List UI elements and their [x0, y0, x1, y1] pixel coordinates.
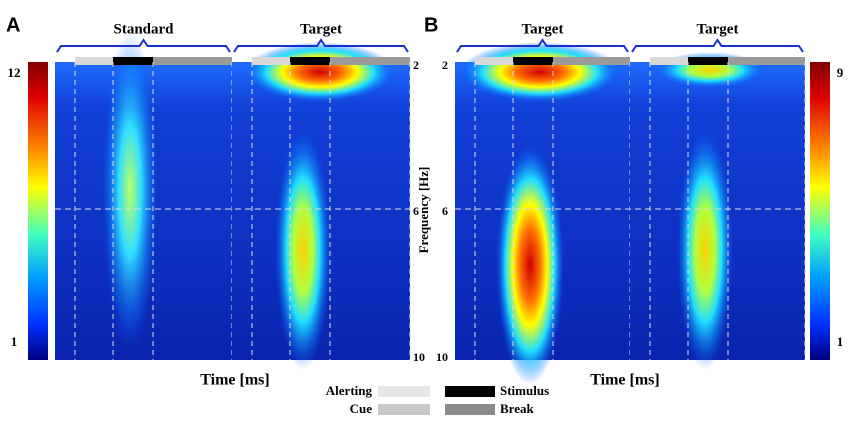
- subpanel-title: Target: [697, 21, 739, 37]
- legend-label: Cue: [350, 401, 373, 416]
- colorbar-label: 9: [837, 65, 844, 80]
- y-tick-label: 10: [436, 350, 448, 364]
- legend-label: Stimulus: [500, 383, 549, 398]
- alerting-bar: [252, 57, 290, 65]
- heatmap-blob: [460, 42, 620, 102]
- alerting-bar: [475, 57, 513, 65]
- panel-label: A: [6, 14, 20, 36]
- legend-swatch: [378, 386, 430, 397]
- colorbar: [810, 62, 830, 360]
- subpanel-title: Standard: [113, 21, 174, 37]
- stimulus-bar: [513, 57, 553, 65]
- brace: [56, 38, 231, 53]
- legend-label: Alerting: [326, 383, 373, 398]
- y-tick-label: 6: [413, 204, 419, 218]
- brace: [456, 38, 629, 53]
- heatmap-blob: [245, 42, 395, 102]
- heatmap-blob: [677, 130, 733, 370]
- y-tick-label: 10: [413, 350, 425, 364]
- break-bar: [728, 57, 805, 65]
- axis-label: Time [ms]: [590, 372, 659, 389]
- heatmap-blob: [102, 30, 158, 350]
- break-bar: [553, 57, 630, 65]
- legend-label: Break: [500, 401, 534, 416]
- panel-label: B: [424, 14, 438, 36]
- alerting-bar: [75, 57, 113, 65]
- stimulus-bar: [113, 57, 153, 65]
- stimulus-bar: [290, 57, 330, 65]
- heatmap-blob: [496, 145, 564, 385]
- break-bar: [153, 57, 232, 65]
- alerting-bar: [650, 57, 688, 65]
- axis-label: Time [ms]: [200, 372, 269, 389]
- stimulus-bar: [688, 57, 728, 65]
- y-tick-label: 2: [442, 58, 448, 72]
- colorbar: [28, 62, 48, 360]
- y-tick-label: 6: [442, 204, 448, 218]
- break-bar: [330, 57, 410, 65]
- subpanel-title: Target: [522, 21, 564, 37]
- brace: [233, 38, 409, 53]
- colorbar-label: 1: [11, 334, 18, 349]
- y-tick-label: 2: [413, 58, 419, 72]
- brace: [631, 38, 804, 53]
- legend-swatch: [445, 386, 495, 397]
- subpanel-title: Target: [300, 21, 342, 37]
- heatmap-blob: [275, 130, 331, 370]
- colorbar-label: 1: [837, 334, 844, 349]
- legend-swatch: [378, 404, 430, 415]
- axis-label: Frequency [Hz]: [416, 167, 431, 254]
- legend-swatch: [445, 404, 495, 415]
- colorbar-label: 12: [8, 65, 21, 80]
